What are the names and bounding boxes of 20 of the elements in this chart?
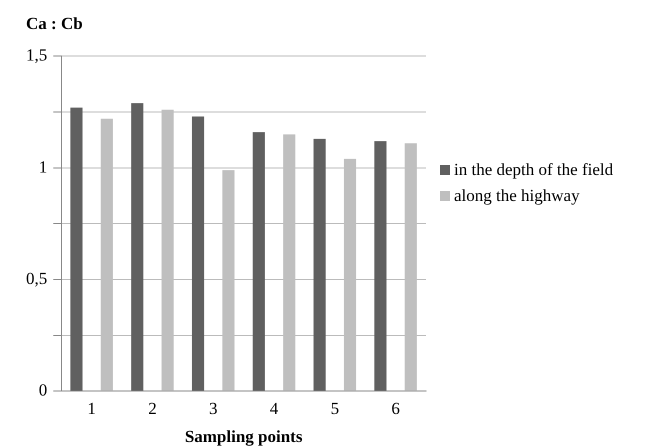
legend-label: in the depth of the field — [454, 160, 614, 180]
x-tick-label: 6 — [391, 398, 400, 418]
bar — [131, 103, 144, 391]
chart-title: Ca : Cb — [26, 14, 83, 34]
y-tick-label: 0,5 — [26, 269, 48, 288]
x-tick-label: 5 — [330, 398, 340, 418]
y-tick-label: 1 — [38, 157, 48, 176]
x-tick-label: 2 — [148, 398, 157, 418]
x-tick-label: 1 — [87, 398, 96, 418]
bar — [70, 108, 83, 391]
bar — [252, 132, 265, 391]
x-tick-label: 4 — [270, 398, 279, 418]
x-axis-title: Sampling points — [184, 427, 303, 446]
y-tick-label: 1,5 — [26, 46, 48, 65]
bar — [374, 141, 386, 391]
bar — [192, 116, 204, 391]
bar — [314, 138, 326, 391]
y-tick-label: 0 — [38, 380, 48, 400]
x-tick-label: 3 — [208, 398, 218, 418]
legend-label: along the highway — [454, 186, 580, 206]
